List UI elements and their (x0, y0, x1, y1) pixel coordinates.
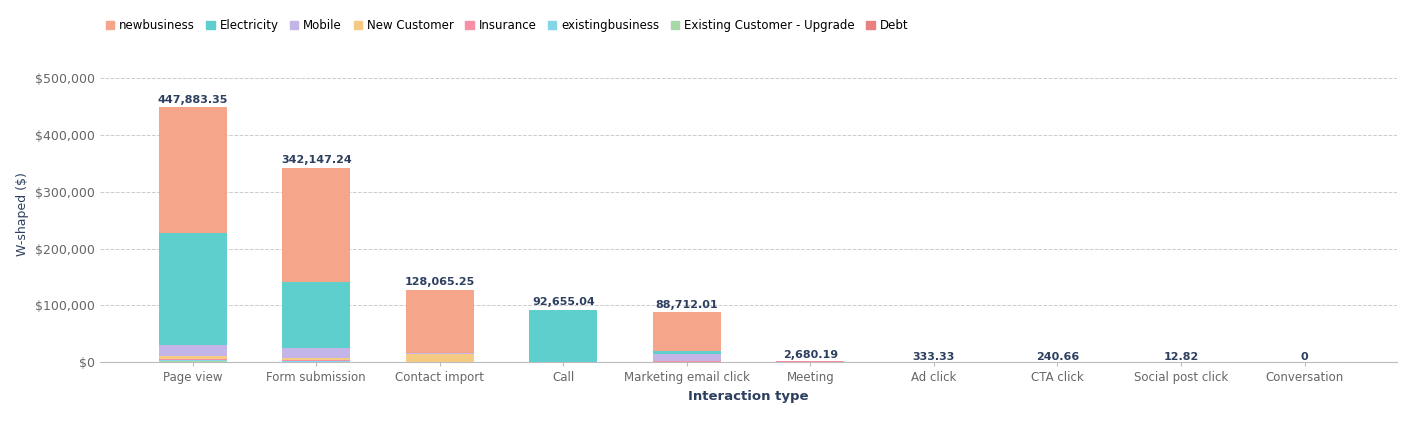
Bar (529, 310, 597, 362)
Text: 2,680.19: 2,680.19 (783, 351, 838, 361)
Bar (282, 282, 351, 348)
Text: 88,712.01: 88,712.01 (656, 300, 719, 310)
Text: 12.82: 12.82 (1164, 352, 1199, 362)
Bar (158, 345, 227, 356)
Y-axis label: W-shaped ($): W-shaped ($) (17, 172, 30, 256)
Bar (158, 356, 227, 359)
Bar (653, 354, 722, 361)
Text: 92,655.04: 92,655.04 (532, 297, 595, 307)
Bar (158, 360, 227, 361)
Bar (158, 233, 227, 345)
Bar (282, 168, 351, 282)
Text: 240.66: 240.66 (1035, 352, 1079, 362)
Bar (158, 107, 227, 233)
Bar (282, 348, 351, 358)
Text: 0: 0 (1301, 352, 1308, 362)
Bar (653, 351, 722, 354)
Bar (282, 358, 351, 360)
Text: 447,883.35: 447,883.35 (158, 95, 228, 105)
Bar (282, 361, 351, 362)
Bar (653, 312, 722, 351)
Legend: newbusiness, Electricity, Mobile, New Customer, Insurance, existingbusiness, Exi: newbusiness, Electricity, Mobile, New Cu… (106, 19, 908, 32)
X-axis label: Interaction type: Interaction type (689, 390, 809, 403)
Bar (406, 290, 473, 353)
Bar (158, 361, 227, 362)
Bar (158, 359, 227, 360)
Text: 342,147.24: 342,147.24 (281, 155, 352, 165)
Bar (653, 361, 722, 362)
Bar (406, 354, 473, 362)
Text: 333.33: 333.33 (913, 352, 955, 362)
Bar (282, 360, 351, 361)
Text: 128,065.25: 128,065.25 (405, 277, 475, 287)
